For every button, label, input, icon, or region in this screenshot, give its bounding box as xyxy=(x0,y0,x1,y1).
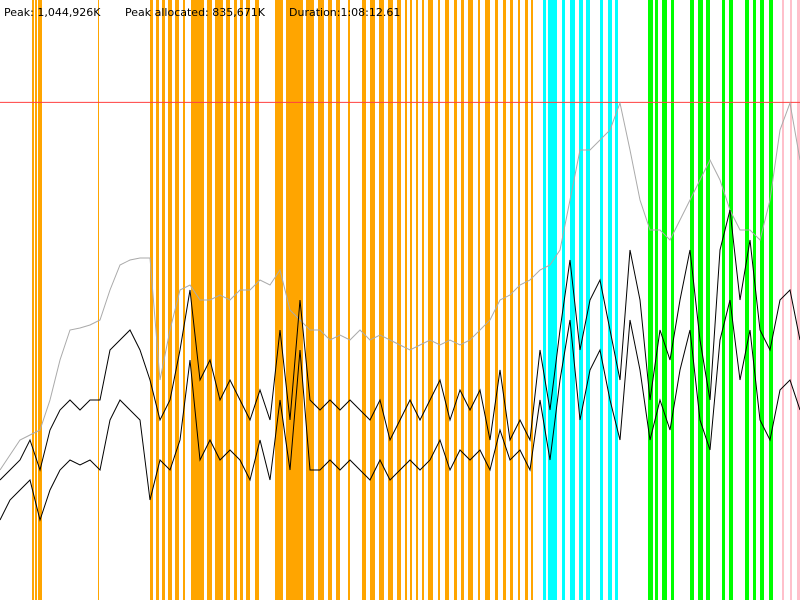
header: Peak: 1,044,926K Peak allocated: 835,671… xyxy=(4,6,400,19)
event-band xyxy=(782,0,784,600)
event-band xyxy=(510,0,513,600)
event-band xyxy=(790,0,792,600)
event-band xyxy=(234,0,237,600)
event-band xyxy=(518,0,520,600)
event-band xyxy=(570,0,575,600)
event-band xyxy=(422,0,424,600)
event-band xyxy=(240,0,243,600)
event-band xyxy=(615,0,618,600)
event-band xyxy=(797,0,800,600)
series-line xyxy=(0,209,800,481)
event-band xyxy=(769,0,773,600)
event-band xyxy=(478,0,480,600)
event-band xyxy=(608,0,612,600)
event-band xyxy=(461,0,464,600)
event-band xyxy=(306,0,314,600)
peak-text: Peak: 1,044,926K xyxy=(4,6,101,19)
event-band xyxy=(35,0,37,600)
event-band xyxy=(215,0,223,600)
peak-allocated-text: Peak allocated: 835,671K xyxy=(125,6,266,19)
event-band xyxy=(410,0,412,600)
event-band xyxy=(428,0,433,600)
event-band xyxy=(698,0,703,600)
event-band xyxy=(416,0,418,600)
event-band xyxy=(336,0,340,600)
event-band xyxy=(662,0,667,600)
event-band xyxy=(328,0,332,600)
event-band xyxy=(38,0,42,600)
event-band xyxy=(32,0,34,600)
event-band xyxy=(729,0,733,600)
plot-lines xyxy=(0,101,800,522)
event-band xyxy=(255,0,259,600)
event-band xyxy=(362,0,366,600)
event-band xyxy=(348,0,350,600)
series-line xyxy=(0,299,800,522)
event-band xyxy=(586,0,590,600)
event-band xyxy=(600,0,603,600)
event-band xyxy=(150,0,153,600)
event-band xyxy=(388,0,393,600)
duration-text: Duration:1:08:12.61 xyxy=(289,6,400,19)
event-band xyxy=(525,0,528,600)
event-band xyxy=(183,0,185,600)
event-band xyxy=(98,0,99,600)
event-band xyxy=(405,0,407,600)
event-band xyxy=(286,0,303,600)
event-band xyxy=(760,0,764,600)
event-band xyxy=(706,0,710,600)
event-band xyxy=(454,0,457,600)
event-band xyxy=(191,0,204,600)
event-band xyxy=(745,0,749,600)
event-band xyxy=(438,0,440,600)
event-band xyxy=(468,0,473,600)
event-band xyxy=(445,0,449,600)
event-band xyxy=(531,0,533,600)
event-band xyxy=(648,0,653,600)
event-band xyxy=(275,0,283,600)
event-band xyxy=(397,0,401,600)
event-band xyxy=(495,0,498,600)
event-band xyxy=(168,0,172,600)
series-line xyxy=(0,101,800,471)
event-band xyxy=(548,0,557,600)
event-band xyxy=(485,0,490,600)
event-band xyxy=(156,0,159,600)
event-bands xyxy=(32,0,800,600)
event-band xyxy=(162,0,165,600)
event-band xyxy=(543,0,546,600)
event-band xyxy=(753,0,756,600)
event-band xyxy=(226,0,230,600)
event-band xyxy=(246,0,250,600)
event-band xyxy=(722,0,725,600)
event-band xyxy=(690,0,694,600)
event-band xyxy=(655,0,658,600)
event-band xyxy=(379,0,384,600)
event-band xyxy=(579,0,583,600)
event-band xyxy=(562,0,565,600)
event-band xyxy=(318,0,324,600)
event-band xyxy=(503,0,506,600)
event-band xyxy=(671,0,674,600)
event-band xyxy=(370,0,375,600)
